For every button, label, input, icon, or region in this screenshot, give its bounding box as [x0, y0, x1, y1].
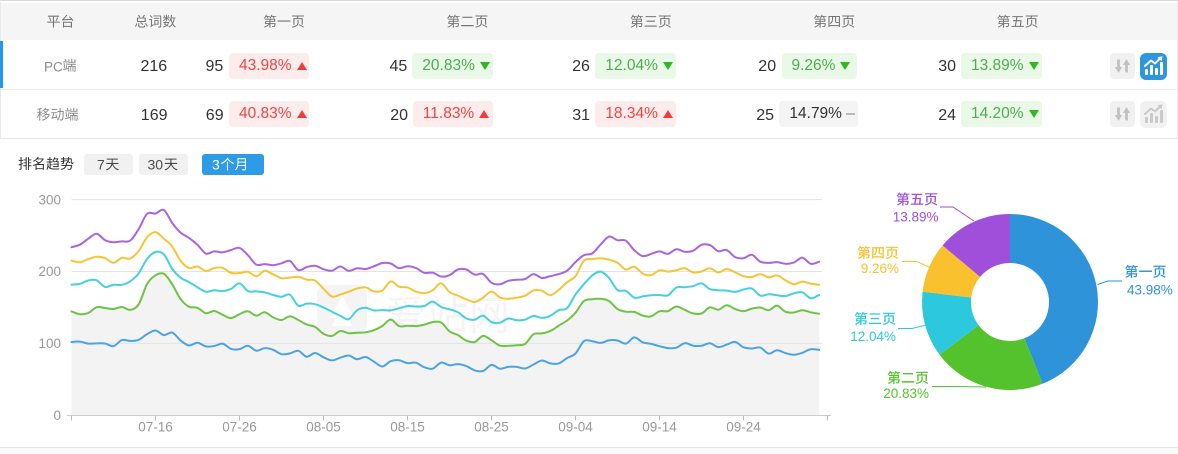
svg-text:30: 30: [148, 156, 164, 172]
svg-text:200: 200: [38, 264, 61, 279]
svg-text:08-25: 08-25: [474, 420, 509, 435]
svg-text:09-14: 09-14: [642, 420, 677, 435]
svg-text:20.83%: 20.83%: [883, 386, 929, 401]
svg-text:12.04%: 12.04%: [850, 329, 896, 344]
svg-text:43.98%: 43.98%: [1127, 283, 1173, 298]
svg-text:09-04: 09-04: [558, 420, 593, 435]
svg-text:100: 100: [38, 336, 61, 351]
svg-text:07-16: 07-16: [138, 420, 173, 435]
svg-text:9.26%: 9.26%: [861, 261, 899, 276]
svg-text:0: 0: [53, 408, 61, 423]
svg-text:13.89%: 13.89%: [893, 209, 939, 224]
svg-text:7: 7: [97, 156, 105, 172]
svg-text:09-24: 09-24: [726, 420, 761, 435]
svg-text:07-26: 07-26: [222, 420, 257, 435]
svg-text:300: 300: [38, 192, 61, 207]
svg-text:08-05: 08-05: [306, 420, 341, 435]
svg-text:PC: PC: [44, 59, 63, 74]
svg-text:3: 3: [212, 156, 220, 172]
svg-text:08-15: 08-15: [390, 420, 425, 435]
